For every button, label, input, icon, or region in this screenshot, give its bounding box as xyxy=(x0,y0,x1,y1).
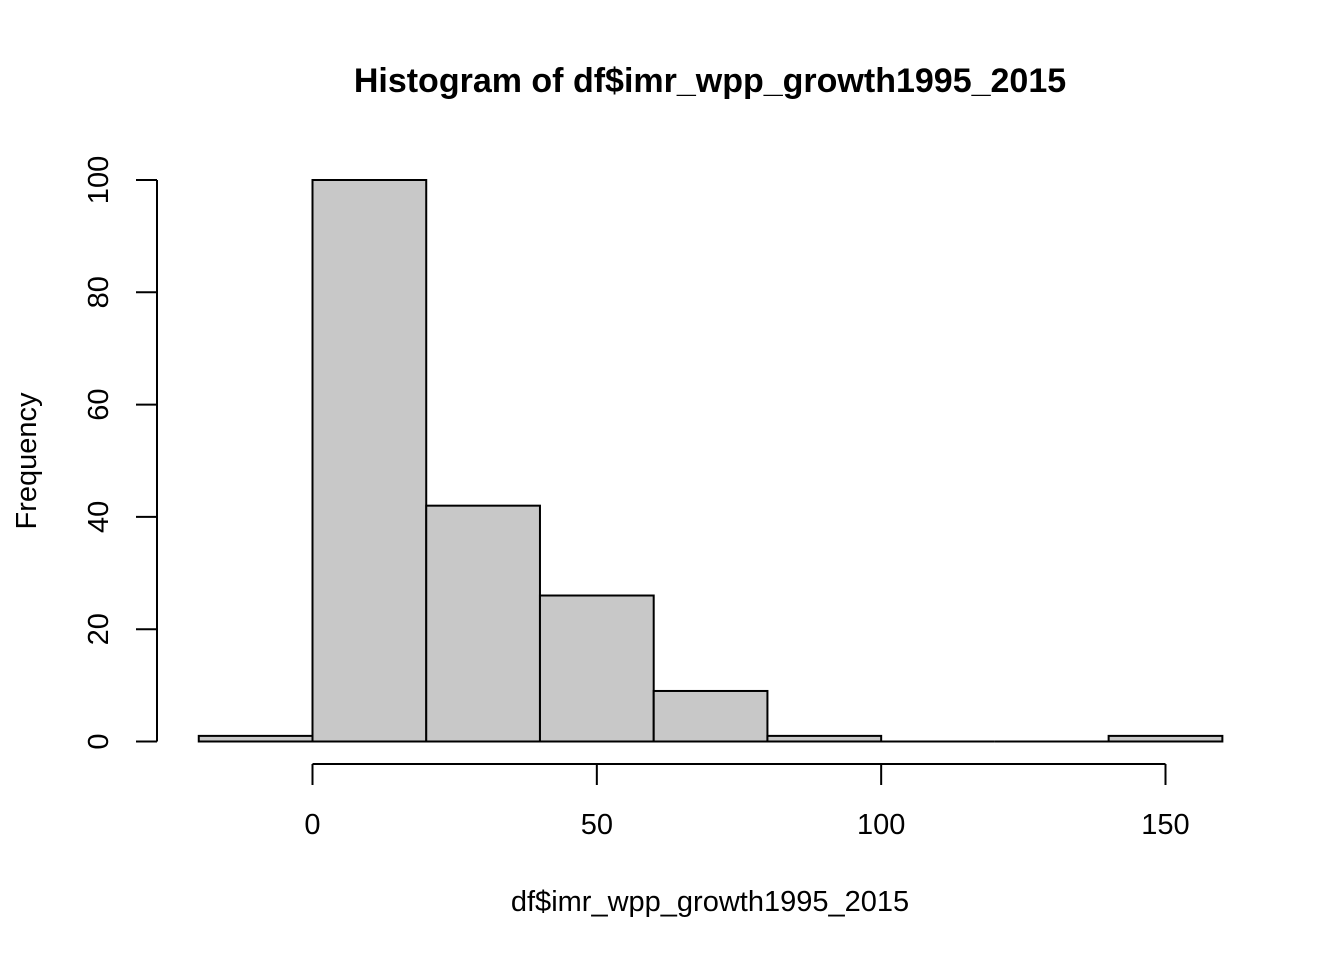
y-tick-label: 80 xyxy=(83,276,115,308)
histogram-bar xyxy=(1107,734,1224,743)
y-tick-label: 40 xyxy=(83,501,115,533)
histogram-bar xyxy=(538,594,655,743)
chart-title: Histogram of df$imr_wpp_growth1995_2015 xyxy=(354,62,1066,100)
histogram-bar xyxy=(311,179,428,743)
y-axis: 0 20 40 60 80 100 xyxy=(83,156,158,750)
y-tick-label: 20 xyxy=(83,613,115,645)
x-axis-label: df$imr_wpp_growth1995_2015 xyxy=(511,886,909,918)
histogram-bar xyxy=(652,689,769,743)
y-axis-label: Frequency xyxy=(11,392,43,530)
x-tick-label: 100 xyxy=(857,809,905,841)
bars-group xyxy=(197,179,1224,743)
histogram-bar xyxy=(425,504,541,743)
x-tick-label: 0 xyxy=(304,809,320,841)
x-axis: 0 50 100 150 xyxy=(304,763,1190,841)
histogram-bar xyxy=(766,734,883,743)
x-tick-label: 150 xyxy=(1141,809,1189,841)
y-tick-label: 60 xyxy=(83,388,115,420)
histogram-bar xyxy=(197,734,314,743)
y-tick-label: 100 xyxy=(83,156,115,204)
x-tick-label: 50 xyxy=(581,809,613,841)
y-tick-label: 0 xyxy=(83,733,115,749)
